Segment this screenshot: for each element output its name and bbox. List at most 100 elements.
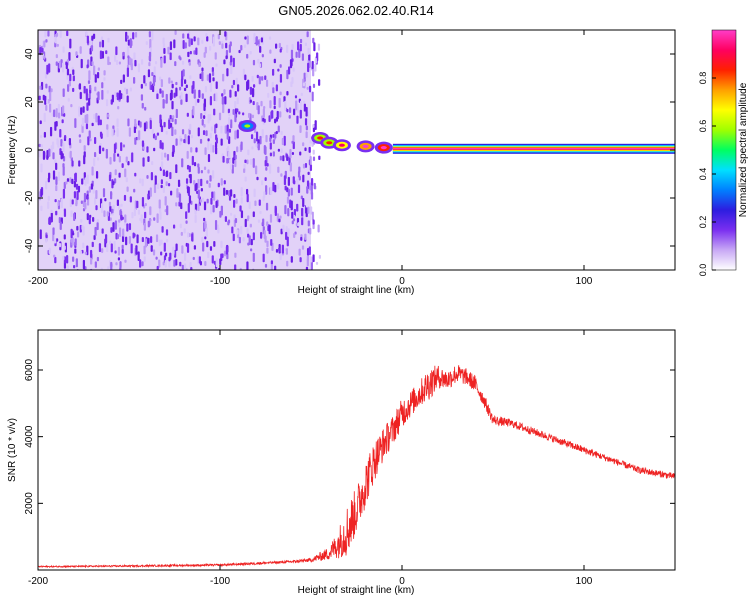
noise-cell	[186, 112, 189, 117]
noise-cell	[197, 178, 200, 189]
noise-cell	[222, 155, 225, 163]
noise-cell	[162, 37, 165, 45]
noise-cell	[269, 137, 272, 142]
noise-cell	[309, 227, 312, 235]
noise-cell	[270, 186, 273, 195]
noise-cell	[307, 171, 310, 176]
noise-cell	[184, 87, 187, 92]
noise-cell	[225, 42, 228, 49]
noise-cell	[261, 180, 264, 186]
noise-cell	[158, 259, 161, 268]
noise-cell	[125, 88, 129, 95]
noise-cell	[306, 31, 309, 38]
noise-cell	[209, 175, 212, 182]
noise-cell	[298, 48, 301, 59]
noise-cell	[311, 91, 314, 102]
noise-cell	[79, 139, 82, 144]
noise-cell	[317, 43, 321, 51]
noise-cell	[168, 119, 171, 130]
noise-cell	[118, 90, 122, 100]
noise-cell	[92, 216, 95, 222]
noise-cell	[94, 261, 97, 268]
noise-cell	[83, 145, 86, 151]
noise-cell	[158, 199, 161, 209]
snr-panel: -200 -100 0 100 2000 4000 6000 Height of strai…	[7, 329, 676, 596]
noise-cell	[118, 204, 121, 211]
noise-cell	[219, 258, 222, 266]
noise-cell	[242, 112, 245, 116]
noise-cell	[141, 178, 144, 187]
noise-cell	[107, 56, 110, 66]
noise-cell	[198, 62, 201, 67]
noise-cell	[309, 164, 313, 171]
noise-cell	[223, 59, 226, 65]
noise-cell	[49, 103, 52, 113]
noise-cell	[62, 142, 65, 153]
noise-cell	[88, 186, 91, 193]
noise-cell	[87, 80, 91, 85]
noise-cell	[116, 92, 119, 101]
noise-cell	[312, 156, 316, 161]
noise-cell	[173, 259, 176, 267]
noise-cell	[203, 201, 207, 211]
noise-cell	[264, 235, 267, 243]
noise-cell	[187, 51, 190, 58]
noise-cell	[98, 145, 102, 154]
noise-cell	[71, 199, 74, 205]
noise-cell	[178, 86, 182, 91]
noise-cell	[92, 189, 95, 194]
noise-cell	[313, 42, 316, 52]
noise-cell	[212, 36, 216, 47]
noise-cell	[89, 138, 92, 142]
noise-cell	[312, 149, 315, 155]
noise-cell	[121, 248, 124, 254]
noise-cell	[114, 91, 117, 100]
noise-cell	[318, 79, 321, 86]
noise-cell	[250, 134, 254, 140]
noise-cell	[259, 210, 262, 215]
noise-cell	[121, 235, 125, 243]
noise-cell	[286, 90, 289, 96]
noise-cell	[112, 181, 115, 186]
noise-cell	[251, 146, 254, 150]
noise-cell	[72, 87, 75, 92]
noise-cell	[86, 102, 89, 111]
noise-cell	[148, 62, 151, 67]
noise-cell	[108, 174, 112, 182]
noise-cell	[246, 193, 249, 203]
noise-cell	[159, 114, 162, 124]
noise-cell	[124, 259, 127, 263]
noise-cell	[287, 188, 290, 197]
noise-cell	[309, 139, 312, 144]
noise-cell	[291, 77, 294, 85]
noise-cell	[265, 185, 268, 195]
noise-cell	[192, 105, 195, 116]
noise-cell	[211, 170, 215, 179]
noise-cell	[229, 212, 233, 216]
noise-cell	[126, 46, 130, 57]
noise-cell	[58, 242, 62, 248]
noise-cell	[63, 112, 66, 117]
noise-cell	[152, 133, 156, 139]
noise-cell	[215, 123, 218, 129]
noise-cell	[181, 129, 185, 135]
noise-cell	[130, 63, 133, 71]
spectrogram-ylabel: Frequency (Hz)	[7, 116, 18, 185]
noise-cell	[94, 74, 97, 83]
noise-cell	[46, 99, 49, 104]
noise-cell	[122, 144, 126, 148]
noise-cell	[229, 61, 232, 66]
noise-cell	[52, 152, 55, 160]
noise-cell	[71, 178, 74, 185]
noise-cell	[118, 155, 121, 163]
noise-cell	[90, 249, 93, 258]
noise-cell	[268, 224, 271, 235]
noise-cell	[38, 95, 41, 101]
noise-cell	[172, 115, 175, 119]
noise-cell	[62, 255, 65, 261]
noise-cell	[262, 253, 265, 263]
spectrogram-xlabel: Height of straight line (km)	[298, 285, 415, 296]
noise-cell	[59, 129, 62, 138]
noise-cell	[134, 137, 137, 145]
noise-cell	[91, 35, 94, 41]
